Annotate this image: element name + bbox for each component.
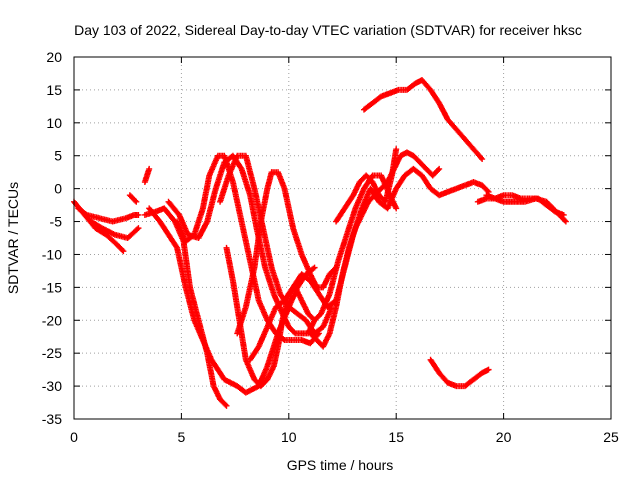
series-track-4 [126,192,140,205]
y-tick-label: -20 [42,312,62,328]
y-tick-label: -15 [42,279,62,295]
x-tick-label: 20 [496,429,512,445]
series-track-10 [217,152,335,337]
series-track-16 [360,77,486,163]
y-tick-label: -35 [42,411,62,427]
data-series [71,77,569,409]
y-tick-label: 15 [46,82,62,98]
series-track-3 [88,218,142,241]
x-tick-label: 10 [281,429,297,445]
series-markers [362,77,484,161]
x-tick-label: 5 [178,429,186,445]
y-axis-label: SDTVAR / TECUs [5,182,21,294]
series-markers [484,192,566,218]
y-tick-label: -10 [42,246,62,262]
y-tick-label: -5 [50,214,63,230]
chart-title: Day 103 of 2022, Sidereal Day-to-day VTE… [74,22,582,38]
series-track-2 [75,205,142,225]
y-tick-label: 10 [46,115,62,131]
y-tick-label: 20 [46,49,62,65]
series-markers [428,358,491,390]
y-tick-label: -30 [42,378,62,394]
series-markers [142,167,152,184]
series-markers [333,147,399,224]
x-tick-label: 15 [388,429,404,445]
series-markers [76,206,140,225]
plot-frame [73,56,612,420]
x-tick-label: 25 [603,429,619,445]
x-axis-label: GPS time / hours [287,457,394,473]
series-markers [127,193,139,204]
series-markers [223,172,399,388]
x-tick-label: 0 [70,429,78,445]
y-tick-label: 5 [54,148,62,164]
series-track-15 [333,146,400,225]
series-track-17 [427,356,492,390]
y-tick-label: -25 [42,345,62,361]
y-tick-label: 0 [54,181,62,197]
series-track-5 [141,165,153,186]
axis-ticks: 0 5 10 15 20 25 20 15 10 5 0 -5 -10 -15 -20 -25 -30 -35 [42,49,619,445]
series-track-19 [483,192,567,218]
series-markers [89,219,141,241]
